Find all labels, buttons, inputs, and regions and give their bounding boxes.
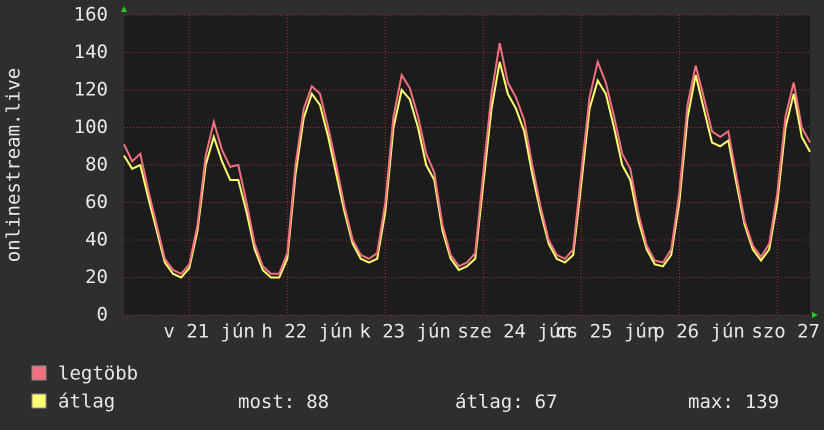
y-tick-label: 80 — [85, 154, 108, 176]
legend-swatch — [31, 393, 47, 409]
y-axis-label: onlinestream.live — [3, 68, 25, 262]
stat: max: 139 — [688, 391, 779, 413]
stat: átlag: 67 — [455, 391, 558, 413]
x-tick-label: cs 25 jún — [555, 321, 658, 343]
legend-label: legtöbb — [58, 363, 138, 385]
y-tick-label: 0 — [97, 304, 108, 326]
x-tick-label: szo 27 — [751, 321, 820, 343]
stat-label: átlag: — [455, 391, 524, 413]
x-tick-label: sze 24 jún — [457, 321, 571, 343]
y-tick-label: 140 — [74, 41, 108, 63]
series-line — [123, 61, 811, 279]
y-tick-label: 40 — [85, 229, 108, 251]
stat: most: 88 — [238, 391, 329, 413]
x-tick-label: k 23 jún — [359, 321, 451, 343]
x-tick-label: h 22 jún — [261, 321, 353, 343]
stat-value: 88 — [306, 391, 329, 413]
y-tick-label: 20 — [85, 266, 108, 288]
x-tick-label: p 26 jún — [653, 321, 745, 343]
axis-arrow — [812, 312, 818, 318]
y-tick-label: 120 — [74, 79, 108, 101]
stat-label: max: — [688, 391, 734, 413]
stat-value: 139 — [745, 391, 779, 413]
legend-label: átlag — [58, 391, 115, 413]
stat-value: 67 — [535, 391, 558, 413]
series-line — [123, 42, 811, 276]
y-tick-label: 60 — [85, 191, 108, 213]
x-tick-label: v 21 jún — [163, 321, 255, 343]
stat-label: most: — [238, 391, 295, 413]
axis-arrow — [121, 6, 127, 12]
y-tick-label: 160 — [74, 4, 108, 26]
y-tick-label: 100 — [74, 116, 108, 138]
legend-swatch — [31, 365, 47, 381]
